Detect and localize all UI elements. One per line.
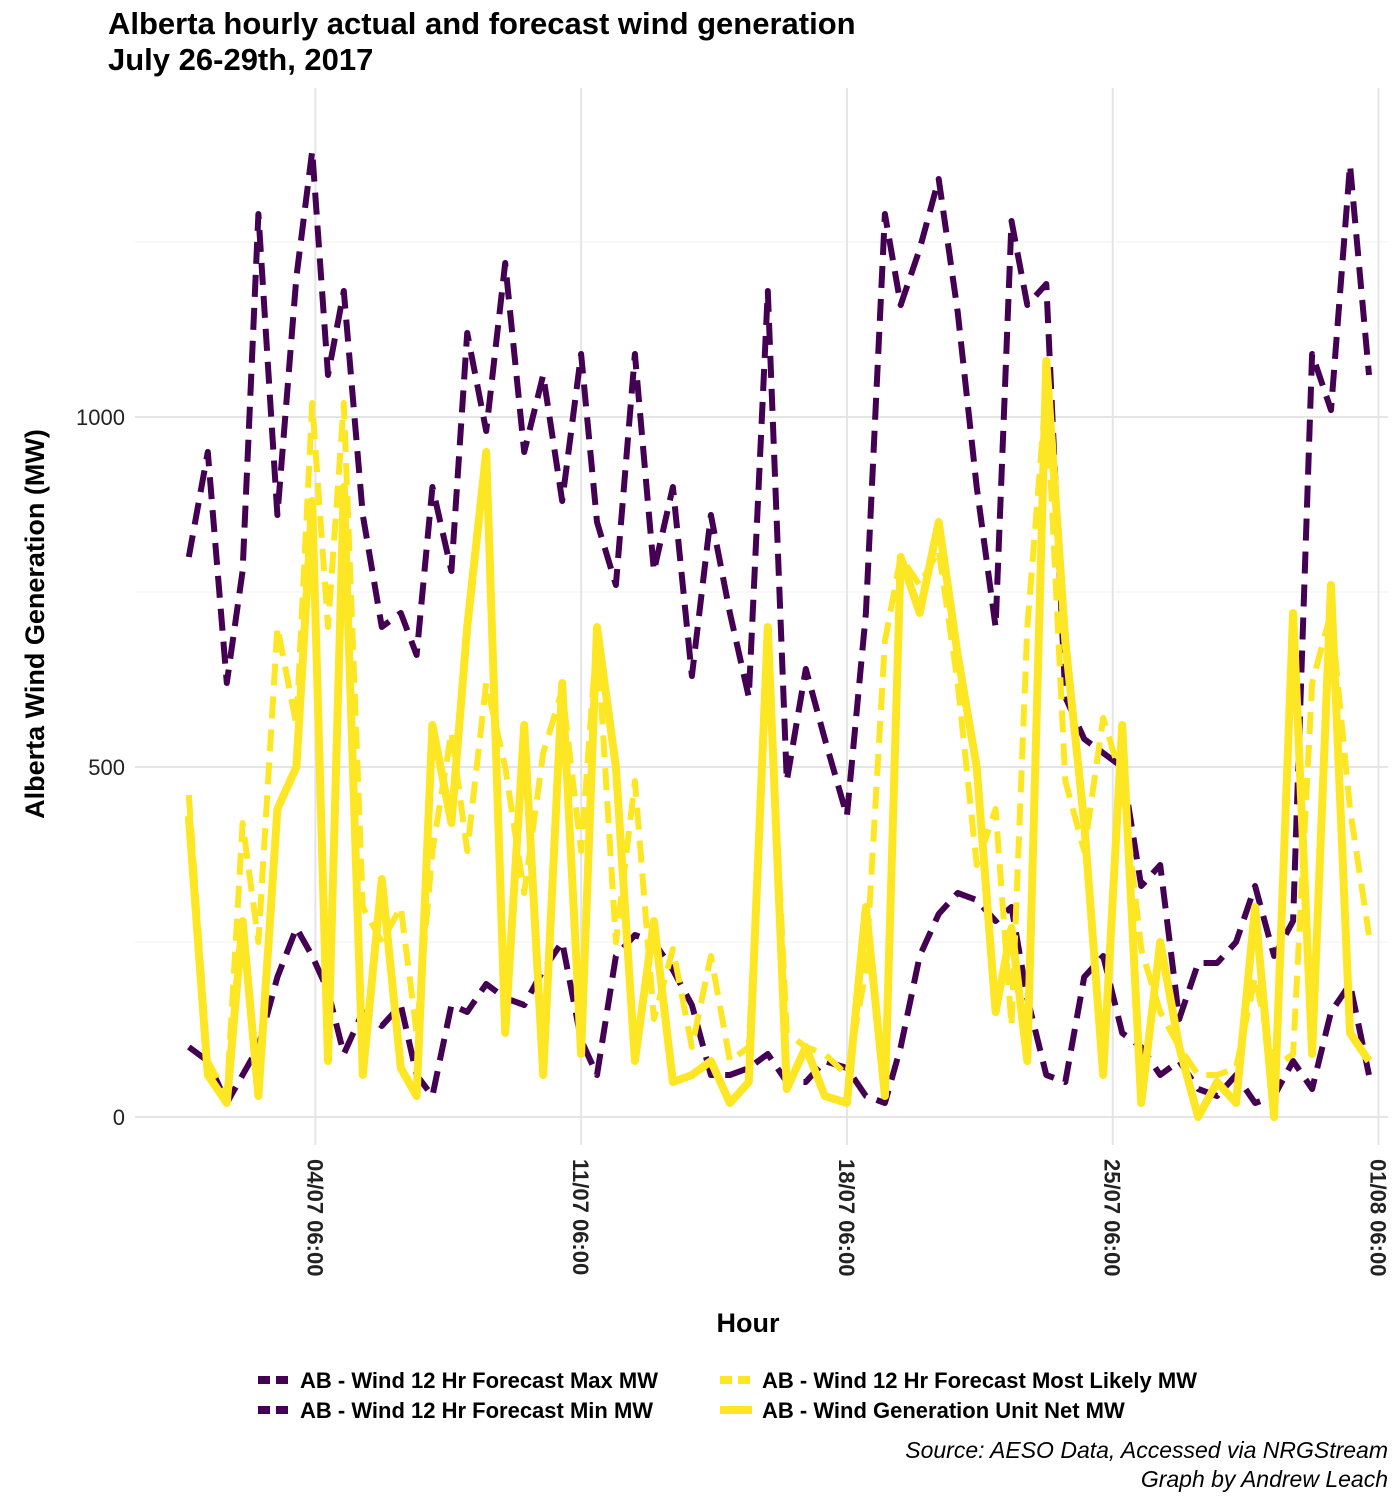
legend-item: AB - Wind 12 Hr Forecast Min MW xyxy=(258,1398,653,1423)
y-tick-label: 1000 xyxy=(76,405,125,430)
caption: Source: AESO Data, Accessed via NRGStrea… xyxy=(905,1436,1388,1494)
series-forecast-min xyxy=(187,890,1372,1106)
y-tick-label: 500 xyxy=(88,755,125,780)
chart-title-line-2: July 26-29th, 2017 xyxy=(108,42,374,77)
x-tick-label: 11/07 06:00 xyxy=(568,1159,593,1275)
legend-label: AB - Wind 12 Hr Forecast Min MW xyxy=(300,1398,653,1423)
caption-author: Graph by Andrew Leach xyxy=(1140,1466,1388,1492)
x-tick-label: 01/08 06:00 xyxy=(1366,1159,1391,1276)
legend-label: AB - Wind Generation Unit Net MW xyxy=(762,1398,1125,1423)
chart-title-line-1: Alberta hourly actual and forecast wind … xyxy=(108,6,856,41)
legend-label: AB - Wind 12 Hr Forecast Max MW xyxy=(300,1368,658,1393)
series-wind-generation xyxy=(184,357,1373,1121)
series-forecast-max xyxy=(185,148,1372,1022)
legend-item: AB - Wind 12 Hr Forecast Most Likely MW xyxy=(720,1368,1197,1393)
y-tick-label: 0 xyxy=(113,1105,125,1130)
legend-label: AB - Wind 12 Hr Forecast Most Likely MW xyxy=(762,1368,1197,1393)
legend-item: AB - Wind 12 Hr Forecast Max MW xyxy=(258,1368,658,1393)
chart-title: Alberta hourly actual and forecast wind … xyxy=(108,6,856,78)
x-axis-label: Hour xyxy=(717,1308,780,1338)
y-axis-ticks: 0 500 1000 xyxy=(76,405,125,1130)
x-axis-ticks: 04/07 06:00 11/07 06:00 18/07 06:00 25/07 0… xyxy=(302,1159,1390,1276)
legend: AB - Wind 12 Hr Forecast Max MW AB - Wind… xyxy=(258,1368,1197,1423)
caption-source: Source: AESO Data, Accessed via NRGStrea… xyxy=(905,1437,1388,1463)
series-layer xyxy=(184,148,1373,1121)
x-tick-label: 18/07 06:00 xyxy=(834,1159,859,1276)
legend-item: AB - Wind Generation Unit Net MW xyxy=(720,1398,1125,1423)
x-tick-label: 04/07 06:00 xyxy=(302,1159,327,1276)
y-axis-label: Alberta Wind Generation (MW) xyxy=(20,429,50,819)
x-tick-label: 25/07 06:00 xyxy=(1100,1159,1125,1276)
